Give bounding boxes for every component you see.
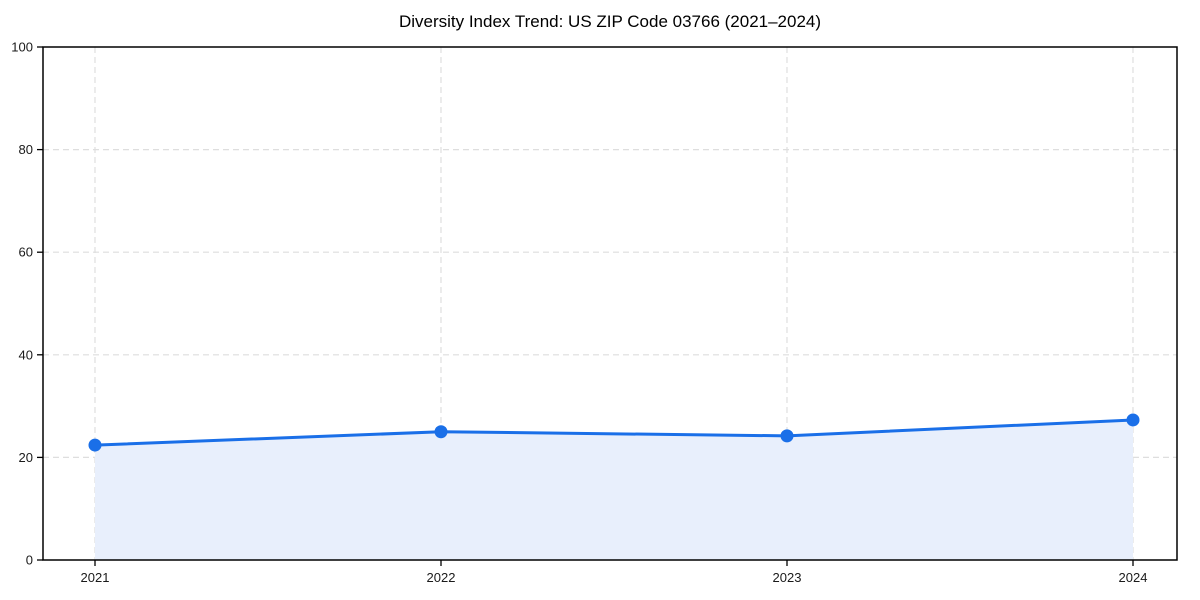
y-tick-label: 20 bbox=[19, 450, 33, 465]
y-tick-label: 60 bbox=[19, 245, 33, 260]
x-tick-label: 2021 bbox=[81, 570, 110, 585]
x-tick-label: 2022 bbox=[427, 570, 456, 585]
chart-title: Diversity Index Trend: US ZIP Code 03766… bbox=[398, 12, 822, 31]
area-fill bbox=[95, 419, 1133, 560]
x-tick-label: 2024 bbox=[1119, 570, 1148, 585]
x-tick-label: 2023 bbox=[773, 570, 802, 585]
trend-line bbox=[93, 418, 1135, 447]
y-tick-label: 0 bbox=[26, 553, 33, 568]
y-tick-label: 100 bbox=[11, 40, 33, 55]
y-tick-label: 40 bbox=[19, 347, 33, 362]
data-point bbox=[434, 425, 448, 439]
data-point bbox=[88, 438, 102, 452]
y-tick-label: 80 bbox=[19, 142, 33, 157]
plot-border bbox=[42, 46, 1178, 561]
data-point bbox=[1126, 413, 1140, 427]
data-point bbox=[780, 429, 794, 443]
